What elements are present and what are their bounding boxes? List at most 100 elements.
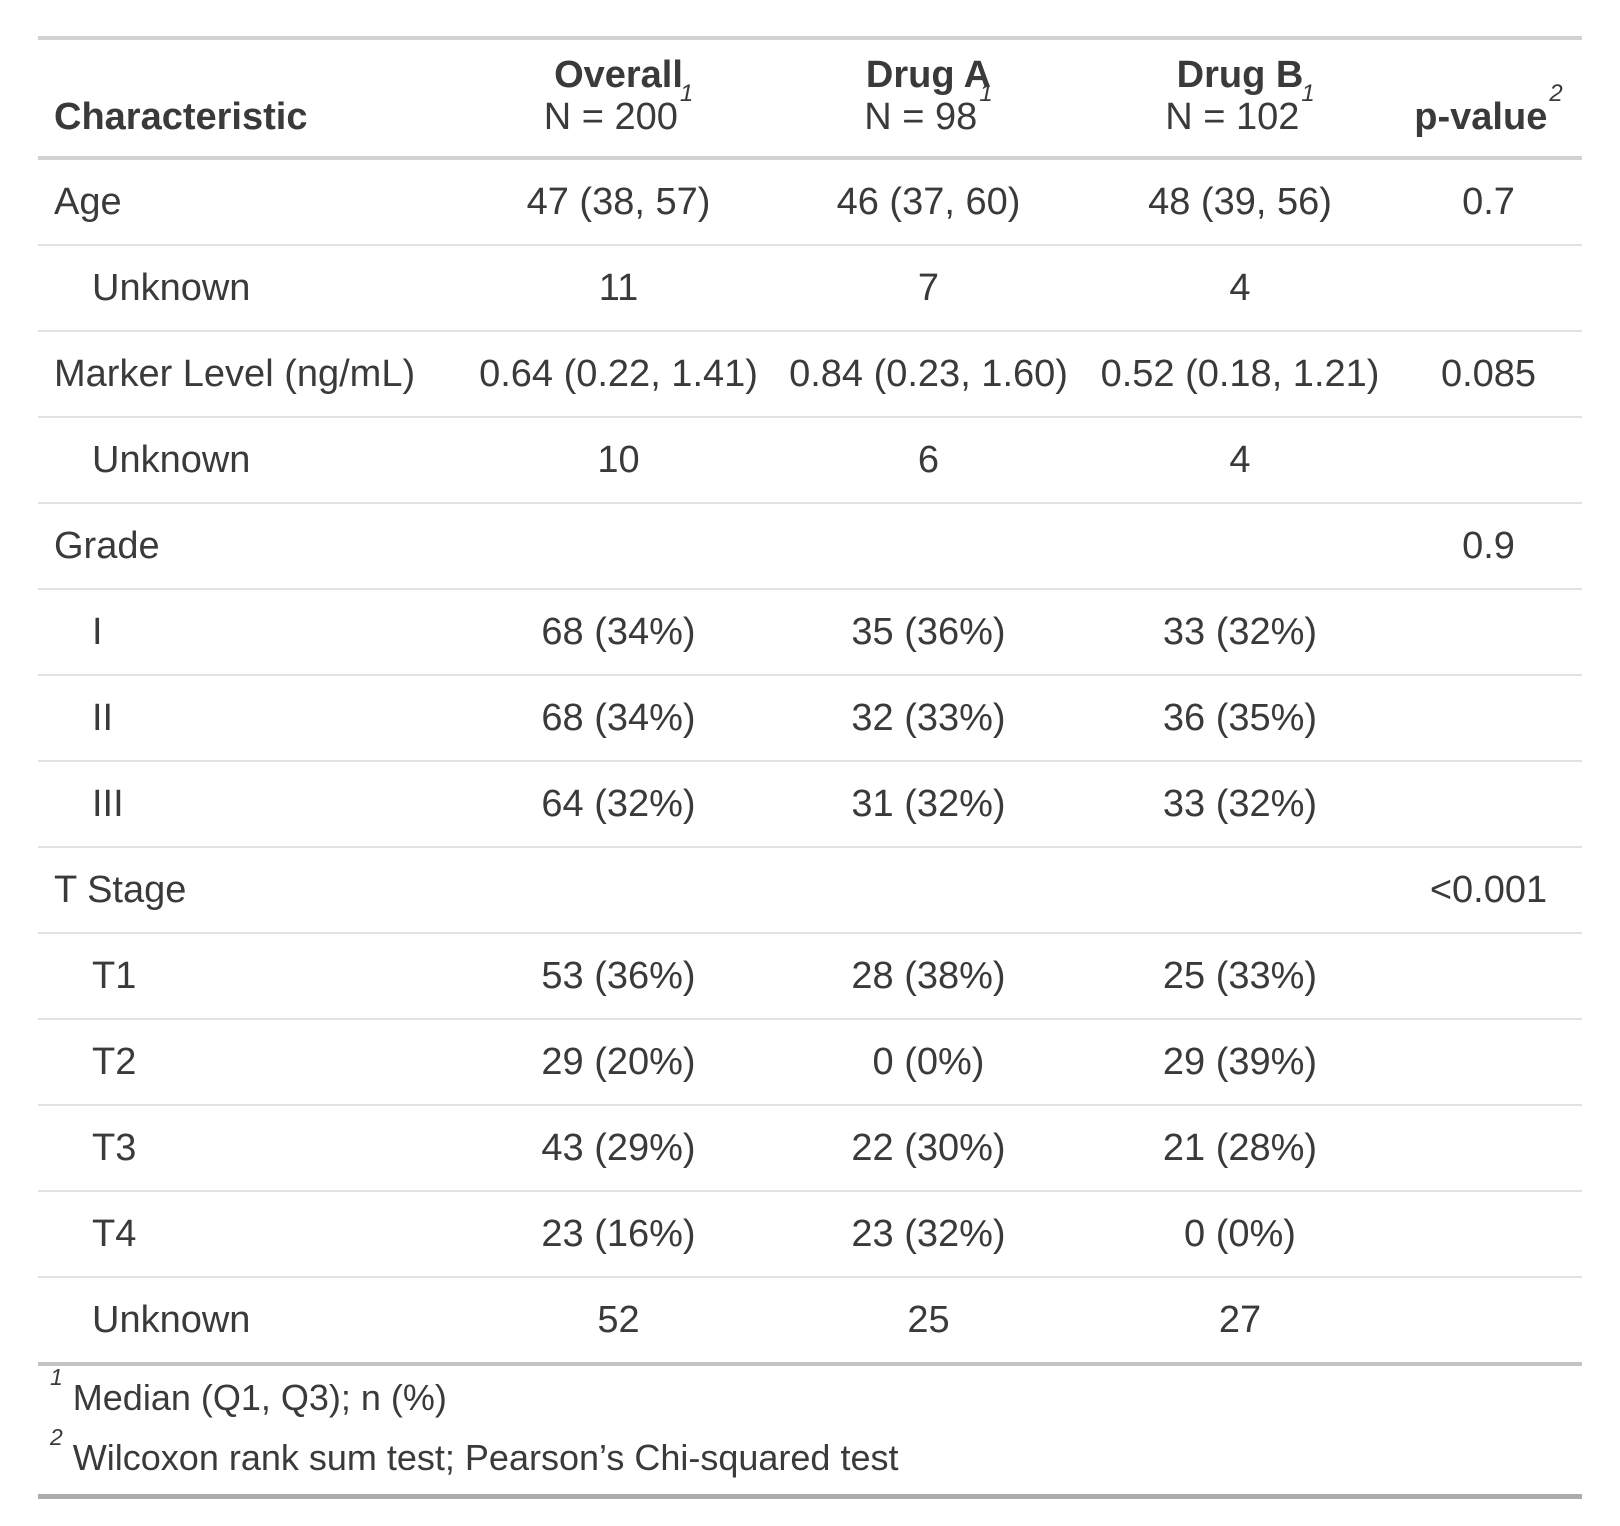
cell-drug-a: 28 (38%) (772, 933, 1085, 1020)
cell-drug-a: 46 (37, 60) (772, 158, 1085, 246)
col-header-sublabel: N = 1021 (1089, 82, 1391, 138)
row-t3: T3 43 (29%) 22 (30%) 21 (28%) (38, 1105, 1582, 1192)
cell-overall: 23 (16%) (465, 1191, 772, 1278)
footnote-mark: 2 (50, 1424, 63, 1450)
row-label: Age (38, 158, 465, 246)
row-label: T1 (38, 933, 465, 1020)
cell-overall: 68 (34%) (465, 589, 772, 676)
cell-drug-b: 4 (1085, 417, 1395, 504)
cell-overall (465, 847, 772, 934)
footnote-text: Median (Q1, Q3); n (%) (72, 1377, 447, 1418)
footnote-2: 2 Wilcoxon rank sum test; Pearson’s Chi-s… (38, 1426, 1582, 1480)
cell-drug-a: 22 (30%) (772, 1105, 1085, 1192)
cell-p-value (1395, 1191, 1582, 1278)
footnote-1: 1 Median (Q1, Q3); n (%) (38, 1366, 1582, 1420)
cell-p-value (1395, 417, 1582, 504)
cell-drug-b: 27 (1218, 1298, 1262, 1341)
row-label: T2 (38, 1019, 465, 1106)
row-label: Unknown (92, 1298, 251, 1341)
cell-drug-b: 33 (32%) (1085, 589, 1395, 676)
cell-overall: 47 (38, 57) (465, 158, 772, 246)
row-marker-level: Marker Level (ng/mL) 0.64 (0.22, 1.41) 0… (38, 331, 1582, 418)
cell-p-value (1395, 933, 1582, 1020)
cell-overall: 53 (36%) (465, 933, 772, 1020)
table-header: Characteristic Overall N = 2001 Drug A N… (38, 38, 1582, 160)
cell-overall: 68 (34%) (465, 675, 772, 762)
n-count: N = 98 (864, 96, 978, 138)
footnote-text: Wilcoxon rank sum test; Pearson’s Chi-sq… (72, 1437, 899, 1478)
cell-overall: 29 (20%) (465, 1019, 772, 1106)
cell-drug-a: 0.84 (0.23, 1.60) (772, 331, 1085, 418)
cell-overall: 52 (597, 1298, 640, 1341)
header-row: Characteristic Overall N = 2001 Drug A N… (38, 38, 1582, 160)
cell-p-value (1395, 1019, 1582, 1106)
col-header-label: Drug A (865, 54, 992, 96)
row-label: Unknown (38, 245, 465, 332)
row-label: T4 (38, 1191, 465, 1278)
cell-drug-b (1085, 847, 1395, 934)
footnote-mark: 2 (1549, 80, 1563, 108)
cell-drug-b: 21 (28%) (1085, 1105, 1395, 1192)
col-header-overall: Overall N = 2001 (465, 38, 772, 160)
row-marker-unknown: Unknown 10 6 4 (38, 417, 1582, 504)
col-header-drug-b: Drug B N = 1021 (1085, 38, 1395, 160)
cell-p-value (1395, 761, 1582, 848)
cell-overall: 43 (29%) (465, 1105, 772, 1192)
row-age: Age 47 (38, 57) 46 (37, 60) 48 (39, 56) … (38, 158, 1582, 246)
cell-p-value: 0.085 (1395, 331, 1582, 418)
cell-drug-a: 31 (32%) (772, 761, 1085, 848)
cell-drug-b: 4 (1085, 245, 1395, 332)
row-label: T3 (38, 1105, 465, 1192)
row-grade-ii: II 68 (34%) 32 (33%) 36 (35%) (38, 675, 1582, 762)
table-footnotes: 1 Median (Q1, Q3); n (%) 2 Wilcoxon rank s… (38, 1362, 1582, 1499)
cell-p-value (1395, 589, 1582, 676)
cell-p-value (1395, 1105, 1582, 1192)
col-header-sublabel: N = 2001 (469, 82, 768, 138)
row-label: I (38, 589, 465, 676)
row-grade-i: I 68 (34%) 35 (36%) 33 (32%) (38, 589, 1582, 676)
cell-drug-a: 25 (907, 1298, 950, 1341)
row-label: Marker Level (ng/mL) (38, 331, 465, 418)
cell-drug-a (772, 847, 1085, 934)
footnote-mark: 1 (979, 80, 993, 108)
row-t4: T4 23 (16%) 23 (32%) 0 (0%) (38, 1191, 1582, 1278)
row-label: III (38, 761, 465, 848)
cell-drug-a: 0 (0%) (772, 1019, 1085, 1106)
col-header-label: p-value (1414, 96, 1548, 138)
cell-drug-b: 29 (39%) (1085, 1019, 1395, 1106)
cell-p-value (1395, 675, 1582, 762)
row-t1: T1 53 (36%) 28 (38%) 25 (33%) (38, 933, 1582, 1020)
cell-overall: 10 (465, 417, 772, 504)
cell-overall: 0.64 (0.22, 1.41) (465, 331, 772, 418)
col-header-characteristic: Characteristic (38, 38, 465, 160)
col-header-drug-a: Drug A N = 981 (772, 38, 1085, 160)
cell-drug-a: 7 (772, 245, 1085, 332)
footnote-mark: 1 (679, 80, 694, 108)
cell-drug-b: 48 (39, 56) (1085, 158, 1395, 246)
n-count: N = 102 (1165, 96, 1300, 138)
col-header-sublabel: N = 981 (776, 82, 1081, 138)
cell-drug-b: 0 (0%) (1085, 1191, 1395, 1278)
cell-p-value (1395, 1277, 1582, 1362)
row-label: T Stage (38, 847, 465, 934)
row-label: Grade (38, 503, 465, 590)
cell-drug-b: 33 (32%) (1085, 761, 1395, 848)
cell-p-value (1395, 245, 1582, 332)
cell-p-value: 0.7 (1395, 158, 1582, 246)
cell-drug-a: 23 (32%) (772, 1191, 1085, 1278)
row-t2: T2 29 (20%) 0 (0%) 29 (39%) (38, 1019, 1582, 1106)
cell-p-value: <0.001 (1395, 847, 1582, 934)
col-header-p-value: p-value2 (1395, 38, 1582, 160)
cell-drug-a: 35 (36%) (772, 589, 1085, 676)
cell-drug-a: 6 (772, 417, 1085, 504)
row-age-unknown: Unknown 11 7 4 (38, 245, 1582, 332)
row-grade: Grade 0.9 (38, 503, 1582, 590)
cell-p-value: 0.9 (1395, 503, 1582, 590)
summary-table: Characteristic Overall N = 2001 Drug A N… (38, 36, 1582, 1362)
row-t-stage: T Stage <0.001 (38, 847, 1582, 934)
cell-drug-b: 25 (33%) (1085, 933, 1395, 1020)
col-header-label: Characteristic (54, 96, 308, 138)
col-header-label: Overall (554, 54, 683, 96)
cell-drug-a (772, 503, 1085, 590)
col-header-label: Drug B (1176, 54, 1304, 96)
